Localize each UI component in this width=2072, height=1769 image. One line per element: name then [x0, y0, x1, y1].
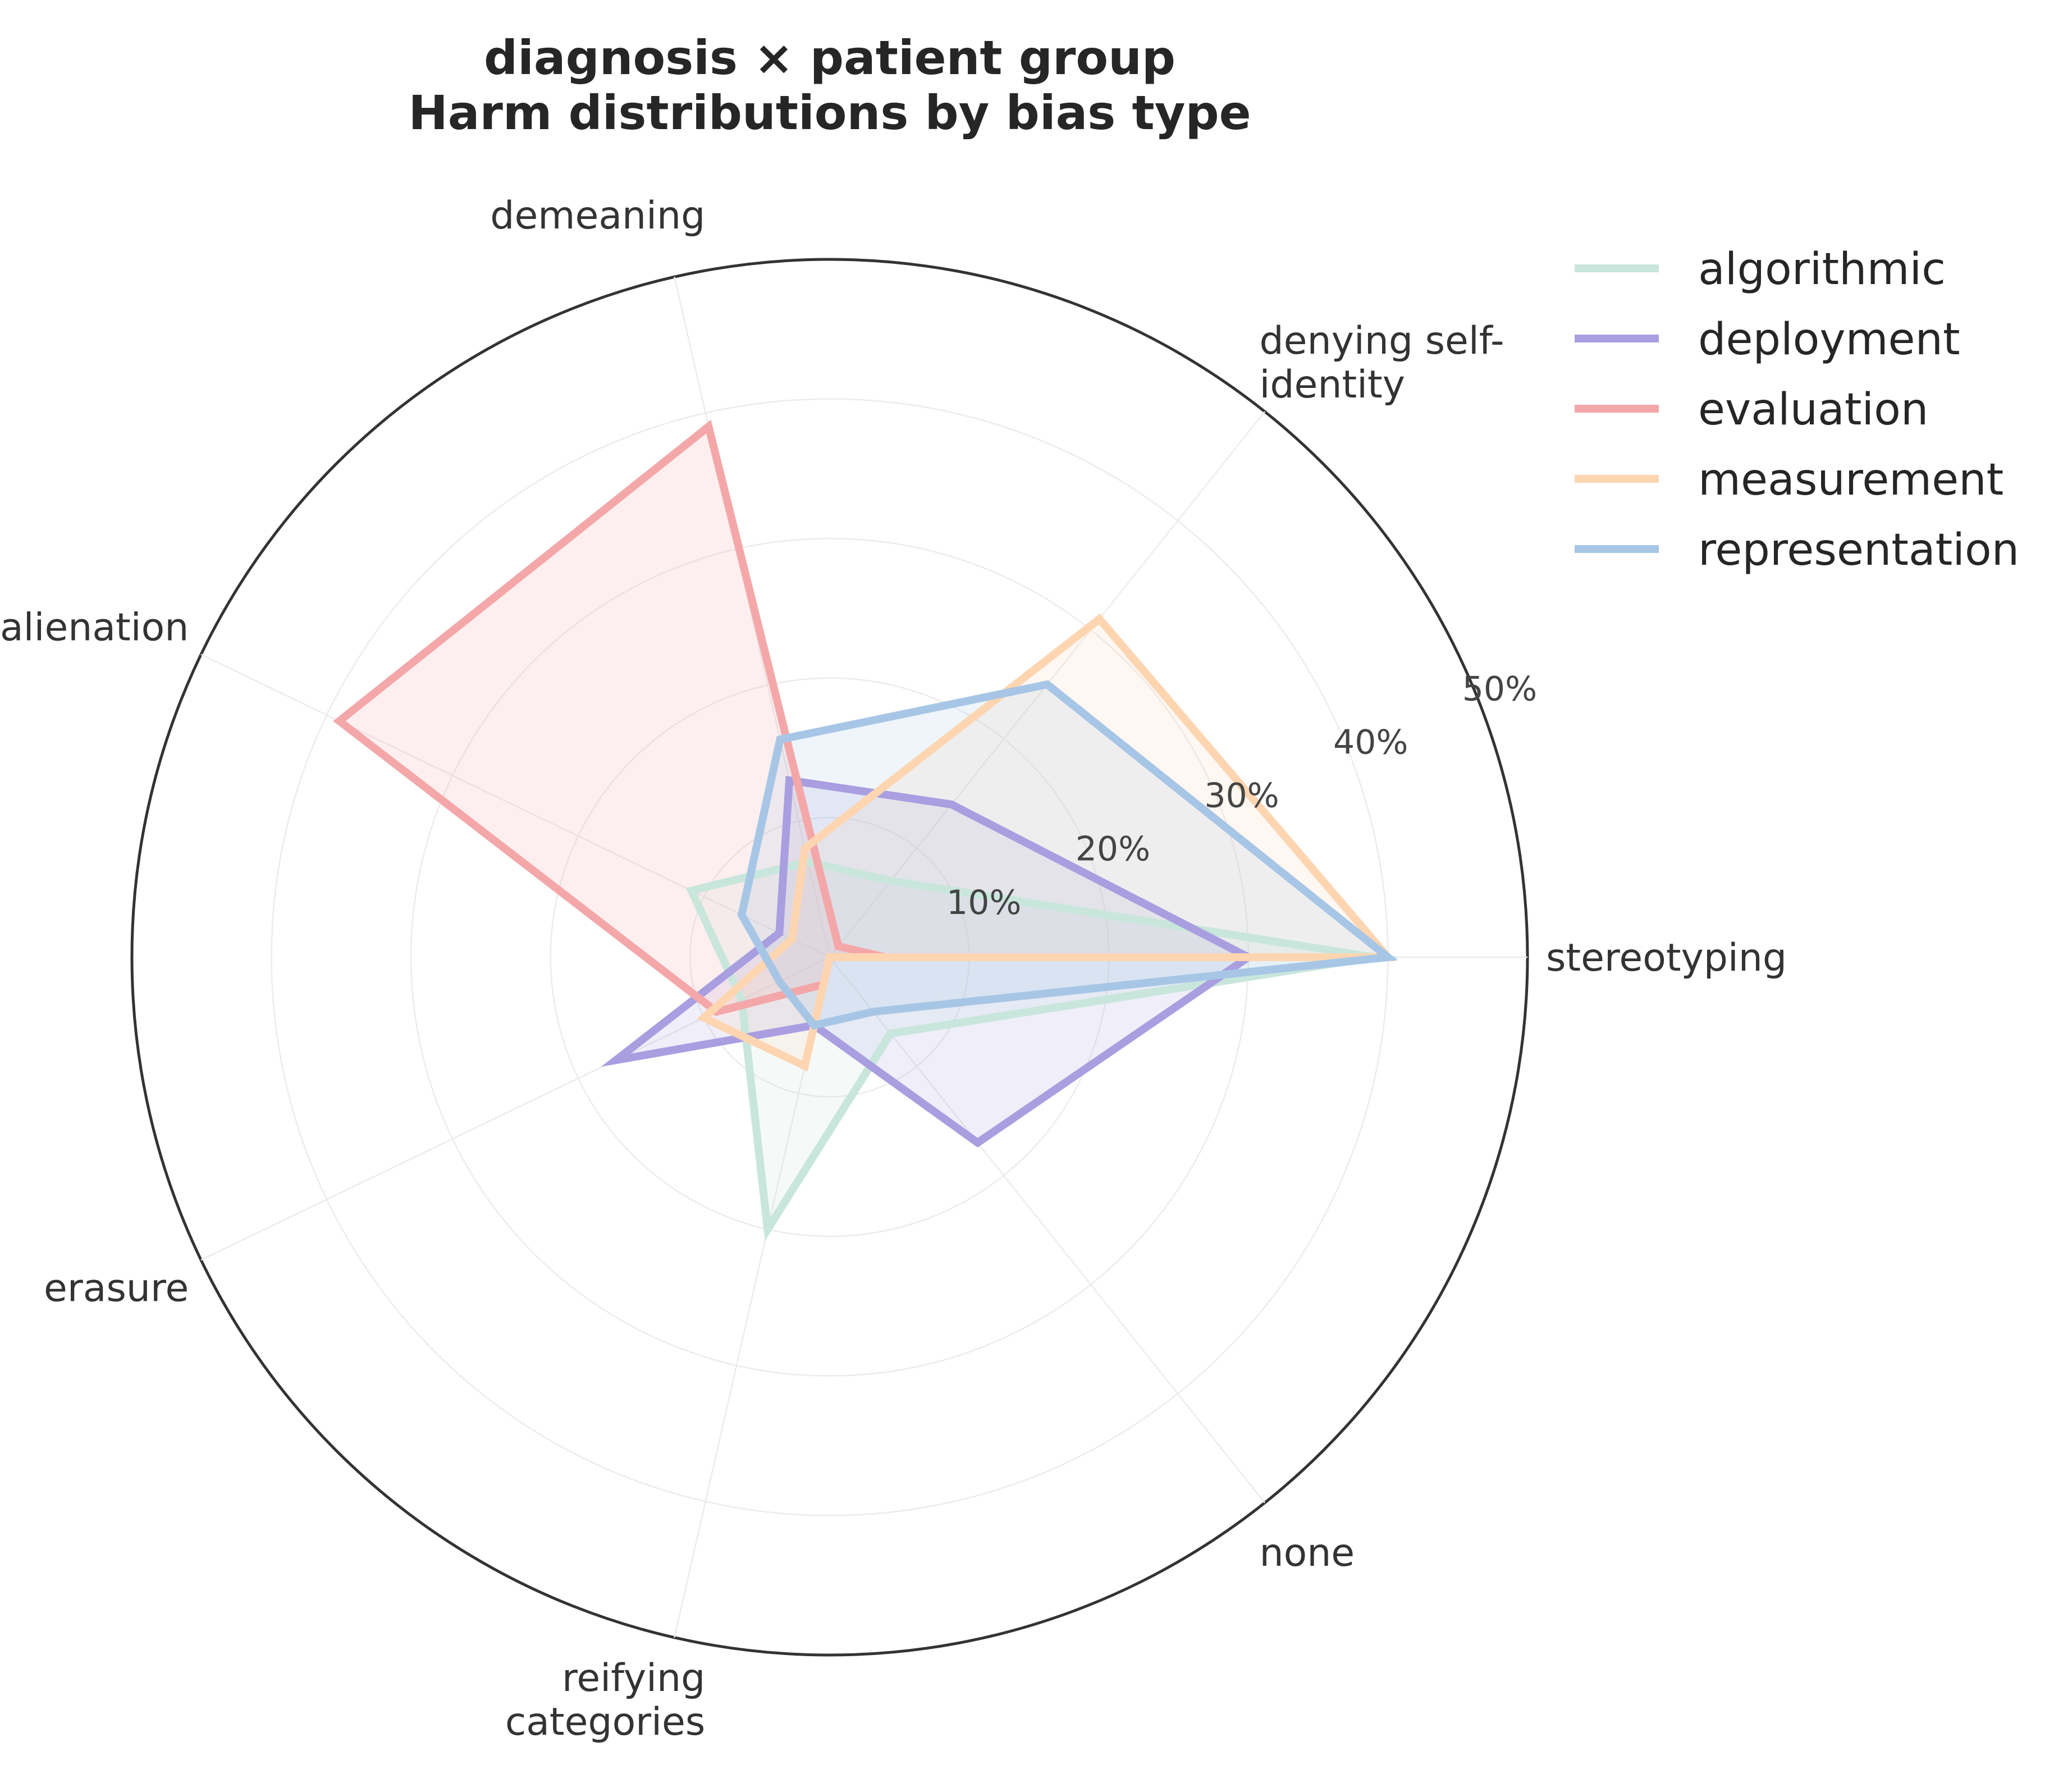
spoke-line: [829, 957, 1265, 1503]
radial-tick-label: 20%: [1076, 830, 1150, 869]
legend-label-algorithmic: algorithmic: [1698, 244, 1946, 295]
radial-tick-labels: 10% 20% 30% 40% 50%: [946, 669, 1537, 922]
series-line-measurement: [697, 613, 1397, 1072]
radial-tick-label: 50%: [1462, 669, 1537, 708]
spoke-line: [200, 653, 830, 958]
legend-label-representation: representation: [1698, 525, 2019, 575]
category-label: erasure: [44, 1266, 189, 1310]
legend-label-evaluation: evaluation: [1698, 385, 1928, 435]
radial-tick-label: 10%: [946, 883, 1021, 922]
legend-label-measurement: measurement: [1698, 455, 2004, 505]
category-label: demeaning: [490, 194, 705, 238]
category-labels: stereotyping denying self-identity demeani…: [0, 194, 1787, 1744]
series-layer: [333, 419, 1399, 1241]
legend: algorithmic deployment evaluation measureme…: [1575, 244, 2019, 575]
legend-label-deployment: deployment: [1698, 314, 1960, 365]
series-area-deployment: [616, 780, 1248, 1143]
spoke-line: [674, 276, 831, 958]
spoke-line: [674, 957, 831, 1638]
radial-tick-label: 30%: [1204, 776, 1279, 816]
category-label: none: [1260, 1531, 1355, 1575]
chart-title-text: diagnosis × patient group Harm distributi…: [408, 30, 1251, 140]
chart-title: diagnosis × patient group Harm distributi…: [408, 30, 1251, 140]
series-line-representation: [737, 680, 1398, 1030]
category-label: stereotyping: [1546, 936, 1787, 980]
category-label: reifying categories: [505, 1656, 705, 1744]
category-label: denying self-identity: [1260, 319, 1504, 407]
category-label: alienation: [0, 606, 189, 650]
radial-tick-label: 40%: [1333, 723, 1408, 762]
